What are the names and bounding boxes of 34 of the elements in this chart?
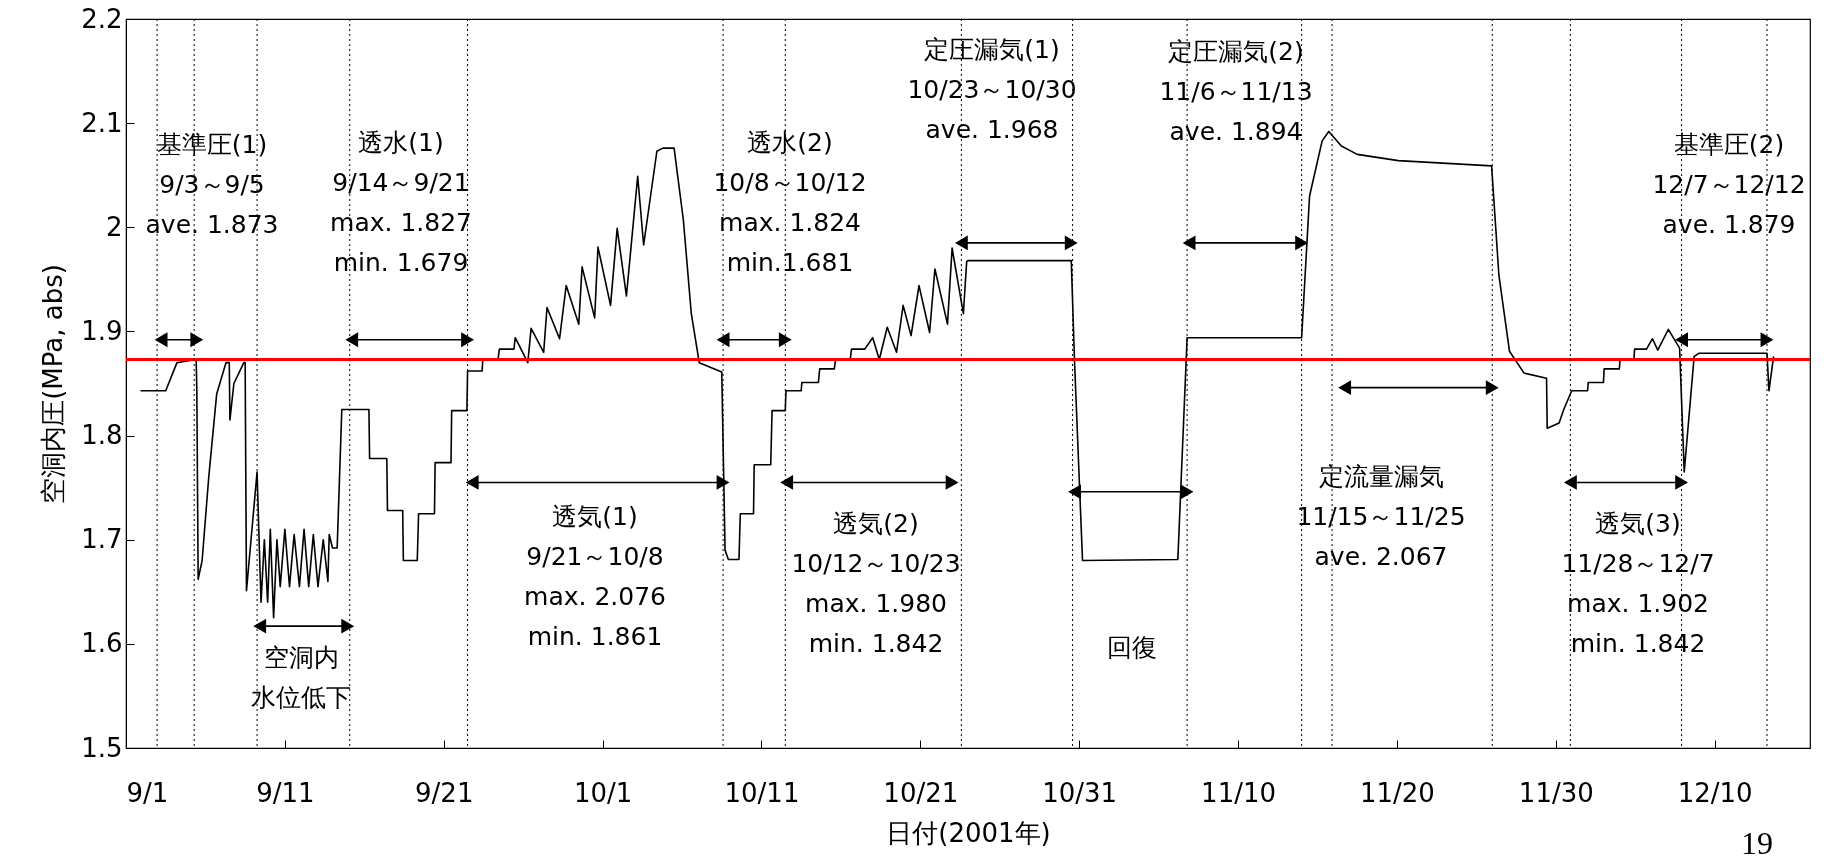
- x-tick-label: 10/11: [724, 777, 800, 808]
- x-tick-label: 9/1: [126, 777, 169, 808]
- y-tick-label: 1.5: [81, 732, 123, 763]
- x-tick-label: 10/21: [883, 777, 959, 808]
- y-tick-label: 2.1: [81, 107, 123, 138]
- annotation: 透気(2) 10/12～10/23 max. 1.980 min. 1.842: [791, 509, 961, 658]
- y-tick-label: 1.8: [81, 420, 123, 451]
- annotation: 基準圧(1) 9/3～9/5 ave. 1.873: [145, 130, 279, 239]
- annotation: 透水(1) 9/14～9/21 max. 1.827 min. 1.679: [330, 128, 472, 277]
- x-axis-title: 日付(2001年): [886, 817, 1051, 848]
- x-tick-label: 9/21: [415, 777, 474, 808]
- annotation: 基準圧(2) 12/7～12/12 ave. 1.879: [1652, 130, 1806, 239]
- y-tick-label: 2.2: [81, 3, 123, 34]
- annotation: 透気(3) 11/28～12/7 max. 1.902 min. 1.842: [1561, 509, 1715, 658]
- annotation: 空洞内水位低下: [251, 643, 351, 712]
- y-tick-label: 1.9: [81, 315, 123, 346]
- x-tick-label: 10/31: [1042, 777, 1118, 808]
- x-tick-label: 9/11: [256, 777, 315, 808]
- annotation: 回復: [1107, 633, 1157, 662]
- x-tick-label: 11/20: [1359, 777, 1435, 808]
- y-tick-label: 1.6: [81, 628, 123, 659]
- annotation: 透気(1) 9/21～10/8 max. 2.076 min. 1.861: [524, 502, 666, 651]
- annotation: 定流量漏気 11/15～11/25 ave. 2.067: [1296, 462, 1466, 571]
- y-tick-label: 1.7: [81, 524, 123, 555]
- x-tick-label: 11/30: [1518, 777, 1594, 808]
- x-tick-label: 11/10: [1201, 777, 1277, 808]
- annotation: 定圧漏気(1) 10/23～10/30 ave. 1.968: [907, 35, 1077, 144]
- y-axis-title: 空洞内圧(MPa, abs): [38, 264, 69, 504]
- x-tick-label: 10/1: [573, 777, 633, 808]
- annotation: 定圧漏気(2) 11/6～11/13 ave. 1.894: [1159, 37, 1313, 146]
- text: 19: [1741, 825, 1773, 862]
- y-tick-label: 2: [105, 211, 123, 242]
- x-tick-label: 12/10: [1677, 777, 1753, 808]
- annotation: 透水(2) 10/8～10/12 max. 1.824 min.1.681: [713, 128, 867, 277]
